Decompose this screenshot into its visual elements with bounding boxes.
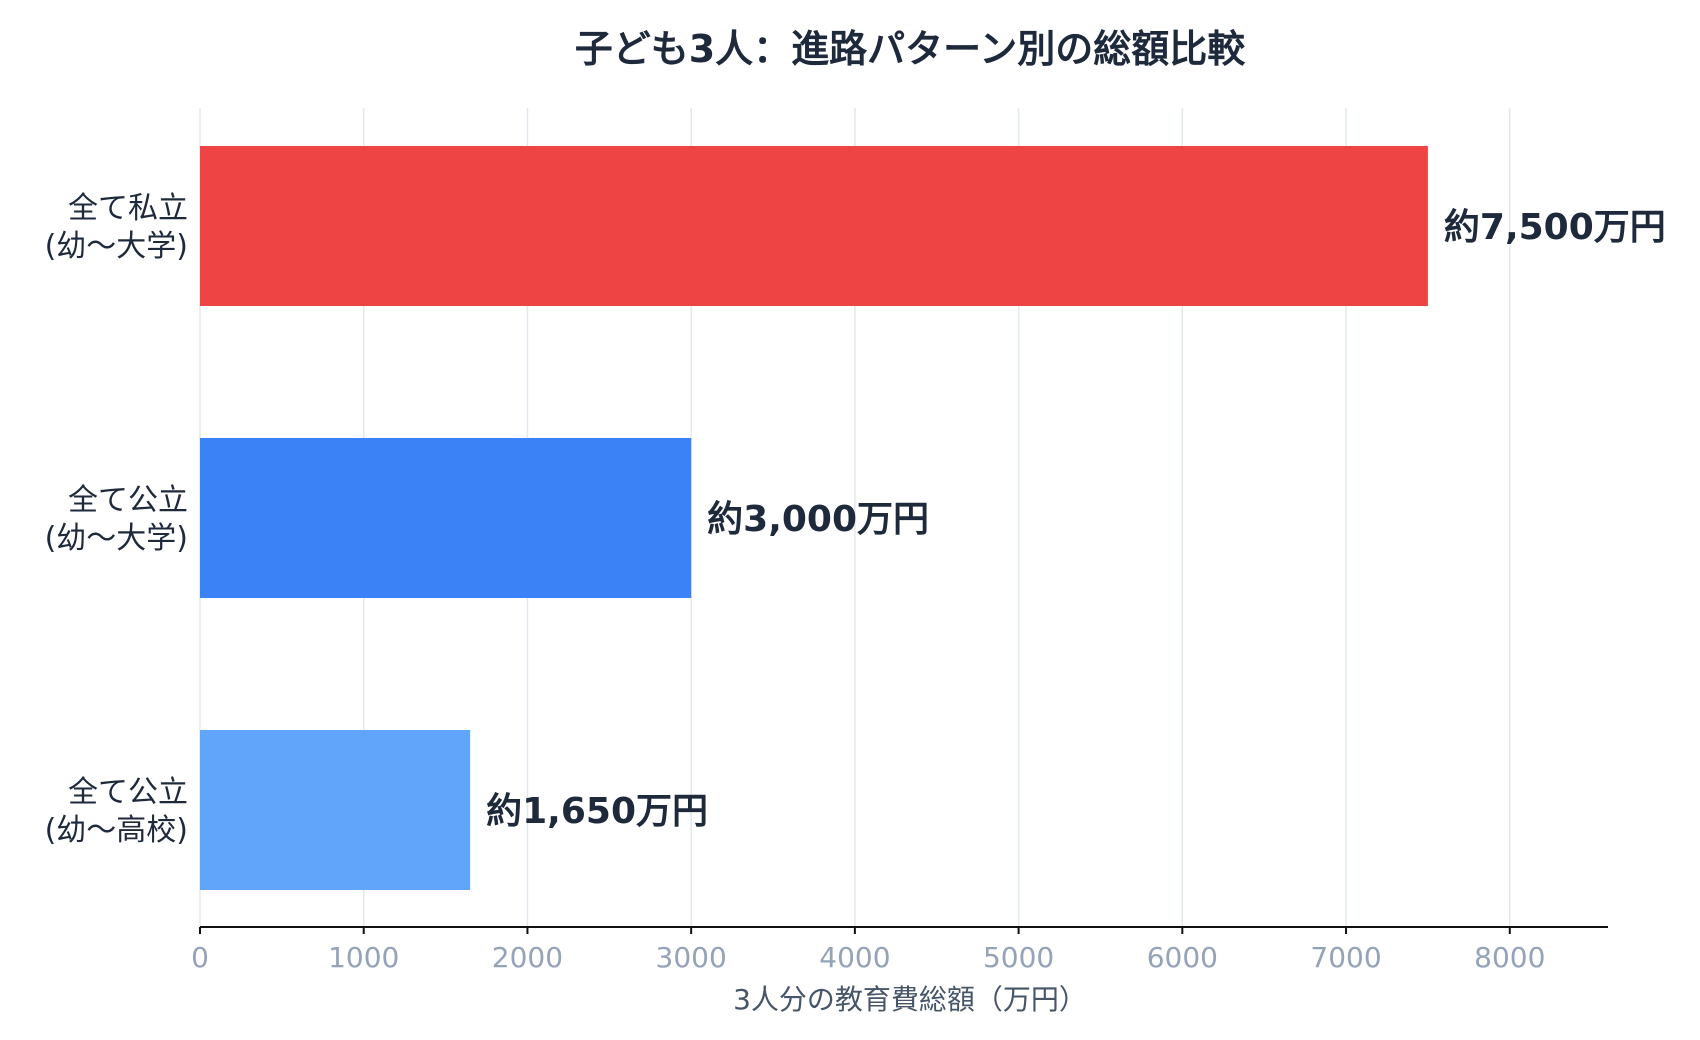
x-tick-label: 1000 [328, 941, 399, 974]
x-tick-label: 8000 [1474, 941, 1545, 974]
category-label-line1: 全て公立 [68, 775, 188, 810]
category-label-line1: 全て私立 [68, 191, 188, 226]
bar [200, 146, 1428, 306]
x-axis-title: 3人分の教育費総額（万円） [733, 983, 1087, 1016]
category-label-line1: 全て公立 [68, 483, 188, 518]
bar [200, 438, 692, 598]
category-label-line2: (幼〜高校) [45, 813, 188, 848]
x-axis: 0 1000 2000 3000 4000 5000 6000 7000 8000 [191, 926, 1608, 974]
value-label: 約7,500万円 [1444, 207, 1666, 248]
x-tick-label: 7000 [1310, 941, 1381, 974]
x-tick-label: 0 [191, 941, 209, 974]
value-label: 約1,650万円 [486, 791, 708, 832]
bar [200, 730, 471, 890]
category-labels: 全て私立(幼〜大学)全て公立(幼〜大学)全て公立(幼〜高校) [45, 191, 188, 848]
category-label-line2: (幼〜大学) [45, 229, 188, 264]
category-label-line2: (幼〜大学) [45, 521, 188, 556]
x-tick-label: 4000 [819, 941, 890, 974]
value-label: 約3,000万円 [707, 499, 929, 540]
x-tick-label: 6000 [1147, 941, 1218, 974]
x-tick-label: 2000 [492, 941, 563, 974]
x-tick-label: 5000 [983, 941, 1054, 974]
bars [200, 146, 1428, 890]
x-tick-label: 3000 [656, 941, 727, 974]
chart-title: 子ども3人：進路パターン別の総額比較 [575, 27, 1247, 71]
